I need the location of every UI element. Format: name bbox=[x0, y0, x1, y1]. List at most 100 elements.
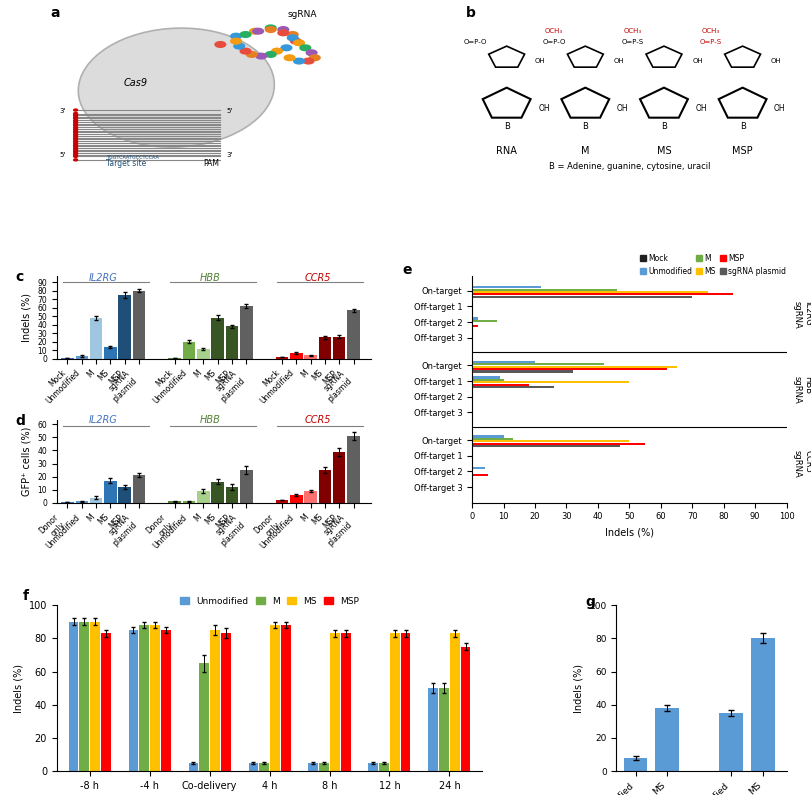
Bar bbox=[428, 688, 438, 771]
Circle shape bbox=[74, 119, 78, 122]
Bar bbox=[248, 763, 258, 771]
Circle shape bbox=[253, 29, 264, 34]
Legend: Unmodified, M, MS, MSP: Unmodified, M, MS, MSP bbox=[177, 593, 363, 609]
Bar bbox=[333, 336, 345, 359]
Bar bbox=[347, 436, 360, 502]
Text: OCH₃: OCH₃ bbox=[545, 28, 563, 34]
Bar bbox=[197, 349, 209, 359]
Text: OH: OH bbox=[614, 58, 624, 64]
Bar bbox=[150, 625, 160, 771]
Circle shape bbox=[250, 29, 260, 34]
Text: CCR5: CCR5 bbox=[304, 273, 331, 282]
Circle shape bbox=[247, 52, 257, 57]
Circle shape bbox=[265, 52, 276, 57]
Bar bbox=[101, 634, 111, 771]
Y-axis label: Indels (%): Indels (%) bbox=[22, 293, 32, 342]
Text: TGGTCAATGCCTCCAA: TGGTCAATGCCTCCAA bbox=[106, 155, 159, 160]
Bar bbox=[655, 708, 680, 771]
Bar bbox=[240, 306, 252, 359]
Circle shape bbox=[74, 126, 78, 128]
X-axis label: Indels (%): Indels (%) bbox=[605, 527, 654, 537]
Circle shape bbox=[256, 53, 267, 59]
Bar bbox=[225, 327, 238, 359]
Text: O=P-S: O=P-S bbox=[621, 40, 644, 45]
Text: O=P-S: O=P-S bbox=[700, 40, 723, 45]
Bar bbox=[304, 355, 317, 359]
Bar bbox=[401, 634, 410, 771]
Circle shape bbox=[74, 121, 78, 123]
Text: MS: MS bbox=[657, 146, 672, 156]
Circle shape bbox=[74, 130, 78, 132]
Circle shape bbox=[284, 55, 295, 60]
Text: B: B bbox=[504, 122, 509, 131]
Bar bbox=[472, 363, 604, 365]
Circle shape bbox=[74, 123, 78, 125]
Bar bbox=[90, 622, 100, 771]
Text: 5': 5' bbox=[60, 153, 67, 158]
Circle shape bbox=[74, 131, 78, 134]
Bar bbox=[319, 337, 331, 359]
Text: Cas9: Cas9 bbox=[123, 78, 148, 87]
Circle shape bbox=[278, 27, 289, 33]
Bar bbox=[472, 382, 629, 383]
Bar bbox=[139, 625, 149, 771]
Text: d: d bbox=[16, 414, 26, 428]
Bar bbox=[472, 379, 504, 381]
Circle shape bbox=[74, 145, 78, 147]
Circle shape bbox=[74, 124, 78, 126]
Bar bbox=[290, 495, 303, 502]
Bar bbox=[472, 324, 478, 327]
Bar bbox=[104, 480, 117, 502]
Bar bbox=[133, 475, 145, 502]
Text: PAM: PAM bbox=[203, 159, 219, 168]
Text: HBB: HBB bbox=[200, 273, 221, 282]
Bar bbox=[472, 445, 620, 447]
Bar bbox=[90, 498, 102, 502]
Text: e: e bbox=[403, 263, 412, 277]
Text: HBB
sgRNA: HBB sgRNA bbox=[793, 376, 811, 403]
Text: OH: OH bbox=[539, 104, 550, 113]
Bar bbox=[319, 470, 331, 502]
Circle shape bbox=[74, 114, 78, 116]
Bar bbox=[472, 474, 487, 476]
Circle shape bbox=[272, 48, 282, 54]
Text: b: b bbox=[466, 6, 475, 21]
Bar bbox=[104, 347, 117, 359]
Circle shape bbox=[287, 32, 298, 37]
Text: a: a bbox=[50, 6, 60, 21]
Bar bbox=[210, 630, 220, 771]
Y-axis label: GFP⁺ cells (%): GFP⁺ cells (%) bbox=[22, 427, 32, 496]
Circle shape bbox=[74, 116, 78, 118]
Bar bbox=[380, 763, 389, 771]
Circle shape bbox=[215, 41, 225, 47]
Text: RNA: RNA bbox=[496, 146, 517, 156]
Text: OH: OH bbox=[693, 58, 703, 64]
Bar bbox=[333, 452, 345, 502]
Bar bbox=[161, 630, 171, 771]
Bar bbox=[61, 358, 74, 359]
Circle shape bbox=[74, 113, 78, 114]
Circle shape bbox=[287, 35, 298, 41]
Bar bbox=[304, 491, 317, 502]
Text: OCH₃: OCH₃ bbox=[702, 28, 720, 34]
Text: 3': 3' bbox=[226, 153, 233, 158]
Circle shape bbox=[240, 32, 251, 37]
Bar bbox=[472, 286, 541, 289]
Bar bbox=[472, 386, 554, 388]
Text: HBB: HBB bbox=[200, 415, 221, 425]
Bar bbox=[281, 625, 290, 771]
Bar bbox=[133, 291, 145, 359]
Text: 5': 5' bbox=[227, 107, 233, 114]
Circle shape bbox=[74, 159, 78, 161]
Text: IL2RG: IL2RG bbox=[89, 415, 118, 425]
Bar bbox=[90, 318, 102, 359]
Bar bbox=[197, 491, 209, 502]
Bar bbox=[461, 646, 470, 771]
Circle shape bbox=[74, 152, 78, 154]
Circle shape bbox=[74, 138, 78, 140]
Circle shape bbox=[294, 58, 304, 64]
Circle shape bbox=[74, 155, 78, 157]
Bar bbox=[320, 763, 329, 771]
Circle shape bbox=[278, 30, 289, 36]
Y-axis label: Indels (%): Indels (%) bbox=[574, 664, 584, 712]
